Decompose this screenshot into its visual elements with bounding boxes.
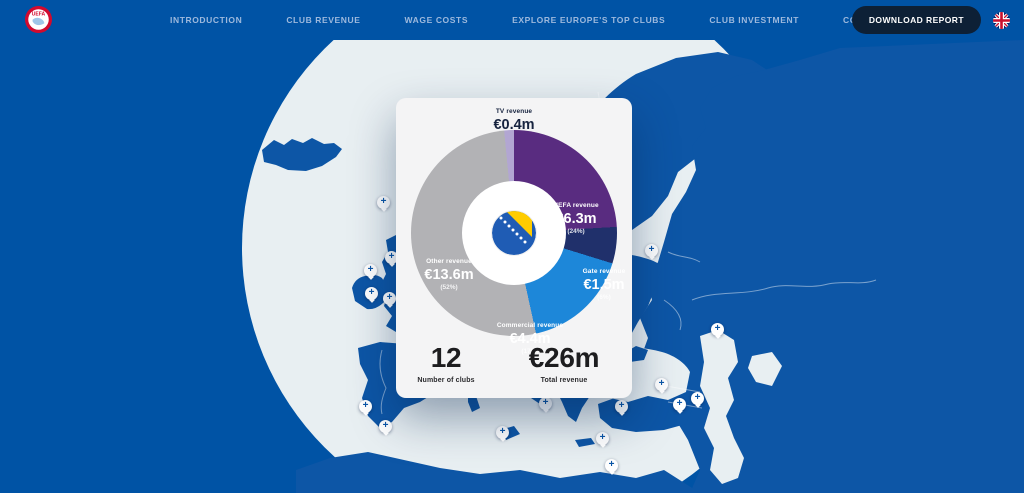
map-marker[interactable] [365,287,378,300]
map-marker[interactable] [496,426,509,439]
map-marker[interactable] [385,251,398,264]
caspian-sea [700,330,744,484]
map-marker[interactable] [655,378,668,391]
nav-item-explore-top-clubs[interactable]: EXPLORE EUROPE'S TOP CLUBS [512,15,666,25]
uk-flag-icon[interactable] [993,11,1010,29]
land-east-europe [640,40,1024,493]
land-iceland [262,138,342,171]
land-north-africa [296,452,700,493]
nav-links: INTRODUCTION CLUB REVENUE WAGE COSTS EXP… [170,0,914,40]
nav-right-group: DOWNLOAD REPORT [851,0,1010,40]
country-revenue-card: TV revenue €0.4m (2%) [396,98,632,398]
total-revenue-stat: €26m Total revenue [496,342,632,384]
card-stats-row: 12 Number of clubs €26m Total revenue [396,342,632,384]
svg-text:UEFA: UEFA [32,12,46,18]
map-marker[interactable] [539,397,552,410]
map-marker[interactable] [383,292,396,305]
bosnia-herzegovina-flag-icon [492,211,536,255]
map-marker[interactable] [645,244,658,257]
revenue-value: €26m [528,342,600,373]
land-sardinia [468,396,480,412]
map-marker[interactable] [691,392,704,405]
top-navigation: UEFA INTRODUCTION CLUB REVENUE WAGE COST… [0,0,1024,40]
map-marker[interactable] [364,264,377,277]
nav-item-wage-costs[interactable]: WAGE COSTS [404,15,469,25]
map-marker[interactable] [377,196,390,209]
nav-item-club-revenue[interactable]: CLUB REVENUE [286,15,361,25]
map-marker[interactable] [379,420,392,433]
land-crete [575,438,595,447]
map-marker[interactable] [615,400,628,413]
uefa-logo-icon[interactable]: UEFA [24,5,53,34]
download-report-button[interactable]: DOWNLOAD REPORT [851,6,981,34]
map-marker[interactable] [673,398,686,411]
donut-chart-wrap: UEFA revenue €6.3m (24%) Gate revenue €1… [411,130,625,355]
nav-item-club-investment[interactable]: CLUB INVESTMENT [709,15,799,25]
clubs-caption: Number of clubs [417,377,475,384]
segment-name: TV revenue [495,108,533,115]
map-marker[interactable] [605,459,618,472]
bosporus-strait [592,396,608,404]
nav-item-introduction[interactable]: INTRODUCTION [170,15,243,25]
map-marker[interactable] [359,400,372,413]
map-marker[interactable] [596,432,609,445]
revenue-caption: Total revenue [540,377,588,384]
map-marker[interactable] [711,323,724,336]
clubs-value: 12 [430,342,462,373]
number-of-clubs-stat: 12 Number of clubs [396,342,496,384]
aral-sea [748,352,782,386]
